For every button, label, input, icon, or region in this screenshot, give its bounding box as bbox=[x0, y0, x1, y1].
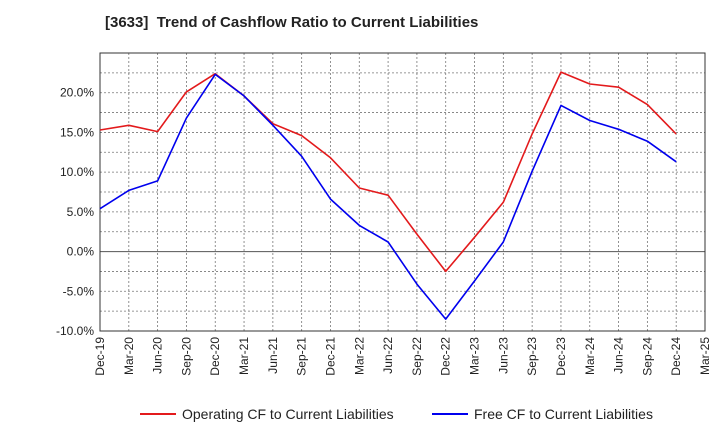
x-tick-label: Jun-20 bbox=[151, 337, 165, 374]
legend-label: Operating CF to Current Liabilities bbox=[182, 406, 394, 422]
x-tick-label: Mar-20 bbox=[122, 337, 136, 375]
series-line bbox=[99, 71, 677, 273]
y-tick-label: 0.0% bbox=[67, 245, 95, 259]
x-tick-label: Dec-20 bbox=[208, 337, 222, 376]
x-tick-label: Jun-22 bbox=[381, 337, 395, 374]
x-tick-label: Sep-24 bbox=[640, 337, 654, 376]
axes bbox=[99, 52, 706, 332]
chart-title: [3633] Trend of Cashflow Ratio to Curren… bbox=[105, 14, 479, 31]
x-tick-label: Dec-24 bbox=[669, 337, 683, 376]
x-tick-label: Jun-23 bbox=[496, 337, 510, 374]
x-tick-label: Sep-21 bbox=[295, 337, 309, 376]
y-tick-labels: -10.0% -5.0% 0.0% 5.0% 10.0% 15.0% 20.0% bbox=[56, 86, 94, 338]
x-tick-label: Mar-25 bbox=[698, 337, 712, 375]
x-tick-label: Sep-20 bbox=[179, 337, 193, 376]
x-tick-label: Sep-22 bbox=[410, 337, 424, 376]
series-lines bbox=[99, 71, 677, 320]
x-tick-label: Dec-23 bbox=[554, 337, 568, 376]
x-tick-label: Mar-23 bbox=[468, 337, 482, 375]
x-tick-label: Dec-19 bbox=[93, 337, 107, 376]
x-tick-label: Jun-21 bbox=[266, 337, 280, 374]
grid bbox=[99, 52, 706, 332]
legend: Operating CF to Current Liabilities Free … bbox=[140, 406, 653, 422]
x-tick-label: Mar-22 bbox=[352, 337, 366, 375]
y-tick-label: 15.0% bbox=[60, 125, 94, 139]
series-line bbox=[99, 73, 677, 320]
x-tick-label: Dec-22 bbox=[439, 337, 453, 376]
x-tick-label: Dec-21 bbox=[323, 337, 337, 376]
x-tick-label: Mar-24 bbox=[583, 337, 597, 375]
legend-label: Free CF to Current Liabilities bbox=[474, 406, 653, 422]
y-tick-label: 5.0% bbox=[67, 205, 95, 219]
y-tick-label: -5.0% bbox=[63, 284, 95, 298]
y-tick-label: 20.0% bbox=[60, 86, 94, 100]
x-tick-label: Jun-24 bbox=[612, 337, 626, 374]
x-tick-label: Mar-21 bbox=[237, 337, 251, 375]
x-tick-labels: Dec-19 Mar-20 Jun-20 Sep-20 Dec-20 Mar-21 Jun-… bbox=[93, 337, 712, 376]
plot-frame bbox=[99, 52, 706, 332]
y-tick-label: -10.0% bbox=[56, 324, 94, 338]
x-tick-label: Sep-23 bbox=[525, 337, 539, 376]
y-tick-label: 10.0% bbox=[60, 165, 94, 179]
